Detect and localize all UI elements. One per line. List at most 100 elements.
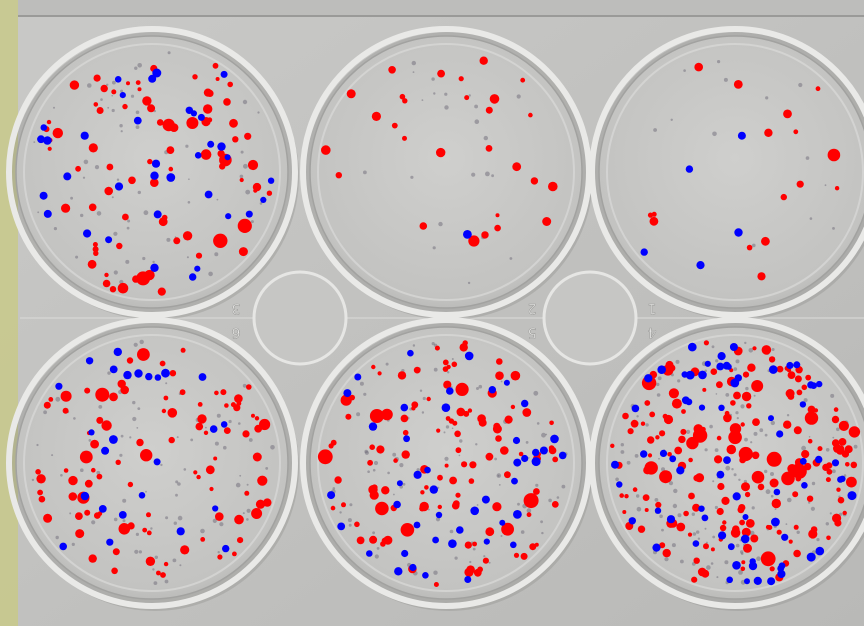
red-marker (542, 217, 552, 226)
blue-marker (470, 506, 480, 516)
red-marker (647, 453, 653, 458)
colony-speck (745, 386, 749, 391)
red-marker (255, 499, 266, 509)
red-marker (467, 408, 473, 413)
blue-marker (118, 511, 127, 519)
red-marker (84, 479, 93, 488)
colony-speck (187, 201, 191, 204)
blue-marker (401, 549, 409, 558)
well-inner-ring (23, 334, 281, 592)
colony-speck (677, 379, 681, 383)
colony-speck (816, 538, 820, 542)
red-marker (92, 246, 99, 253)
red-marker (630, 419, 639, 428)
red-marker (37, 489, 43, 496)
colony-speck (645, 423, 649, 427)
well-rim (589, 26, 864, 318)
colony-speck (83, 159, 89, 165)
colony-speck (153, 581, 158, 585)
red-marker (61, 203, 71, 213)
blue-marker (368, 422, 378, 431)
red-marker (179, 389, 186, 396)
blue-marker (109, 435, 118, 444)
colony-speck (811, 481, 816, 486)
colony-speck (770, 494, 774, 498)
red-marker (117, 282, 129, 294)
colony-speck (393, 493, 395, 496)
red-marker (122, 103, 128, 110)
colony-speck (468, 94, 471, 97)
red-marker (551, 501, 559, 508)
red-marker (510, 404, 516, 410)
blue-marker (446, 387, 454, 395)
red-marker (792, 491, 799, 498)
colony-speck (715, 393, 718, 395)
colony-speck (451, 358, 454, 360)
colony-speck (188, 178, 190, 180)
red-marker (549, 420, 554, 426)
red-marker (813, 408, 819, 413)
red-marker (400, 523, 415, 537)
colony-speck (433, 570, 438, 575)
red-marker (217, 554, 223, 560)
colony-speck (711, 345, 715, 349)
colony-speck (677, 513, 682, 518)
blue-marker (616, 481, 623, 488)
red-marker (694, 473, 705, 483)
colony-speck (475, 443, 478, 446)
red-marker (703, 543, 709, 550)
red-marker (659, 542, 666, 549)
red-marker (215, 512, 224, 521)
red-marker (710, 368, 718, 376)
blue-marker (220, 421, 228, 428)
red-marker (642, 494, 650, 501)
colony-speck (686, 429, 691, 434)
red-marker (826, 535, 831, 541)
red-marker (46, 119, 52, 125)
red-marker (504, 415, 513, 424)
colony-speck (716, 576, 719, 579)
red-marker (147, 158, 153, 165)
red-marker (158, 217, 168, 227)
colony-speck (431, 342, 435, 346)
colony-speck (33, 141, 36, 144)
colony-speck (536, 422, 540, 425)
red-marker (680, 428, 687, 435)
red-marker (140, 449, 153, 462)
red-marker (122, 213, 129, 221)
colony-speck (750, 441, 753, 444)
red-marker (757, 483, 765, 491)
red-marker (146, 530, 152, 536)
blue-marker (726, 576, 733, 584)
blue-marker (152, 68, 162, 78)
red-marker (193, 470, 198, 475)
colony-speck (735, 543, 740, 548)
blue-marker (776, 430, 784, 438)
red-marker (495, 435, 502, 442)
blue-marker (704, 360, 711, 367)
red-marker (751, 470, 765, 484)
blue-marker (114, 76, 122, 83)
blue-marker (40, 124, 48, 131)
blue-marker (717, 352, 726, 361)
colony-speck (183, 468, 187, 471)
red-marker (552, 456, 559, 463)
red-marker (776, 365, 784, 373)
colony-speck (712, 480, 715, 483)
blue-marker (39, 191, 48, 200)
colony-speck (444, 105, 449, 110)
colony-speck (165, 382, 168, 385)
colony-speck (55, 535, 59, 540)
red-marker (740, 566, 746, 572)
red-marker (345, 413, 352, 420)
red-marker (206, 89, 214, 97)
red-marker (817, 446, 823, 452)
blue-marker (531, 457, 541, 467)
colony-speck (825, 522, 829, 526)
colony-speck (75, 255, 79, 259)
blue-marker (101, 446, 110, 455)
blue-marker (503, 379, 510, 386)
red-marker (252, 452, 262, 462)
red-marker (209, 486, 214, 492)
red-marker (496, 358, 503, 365)
